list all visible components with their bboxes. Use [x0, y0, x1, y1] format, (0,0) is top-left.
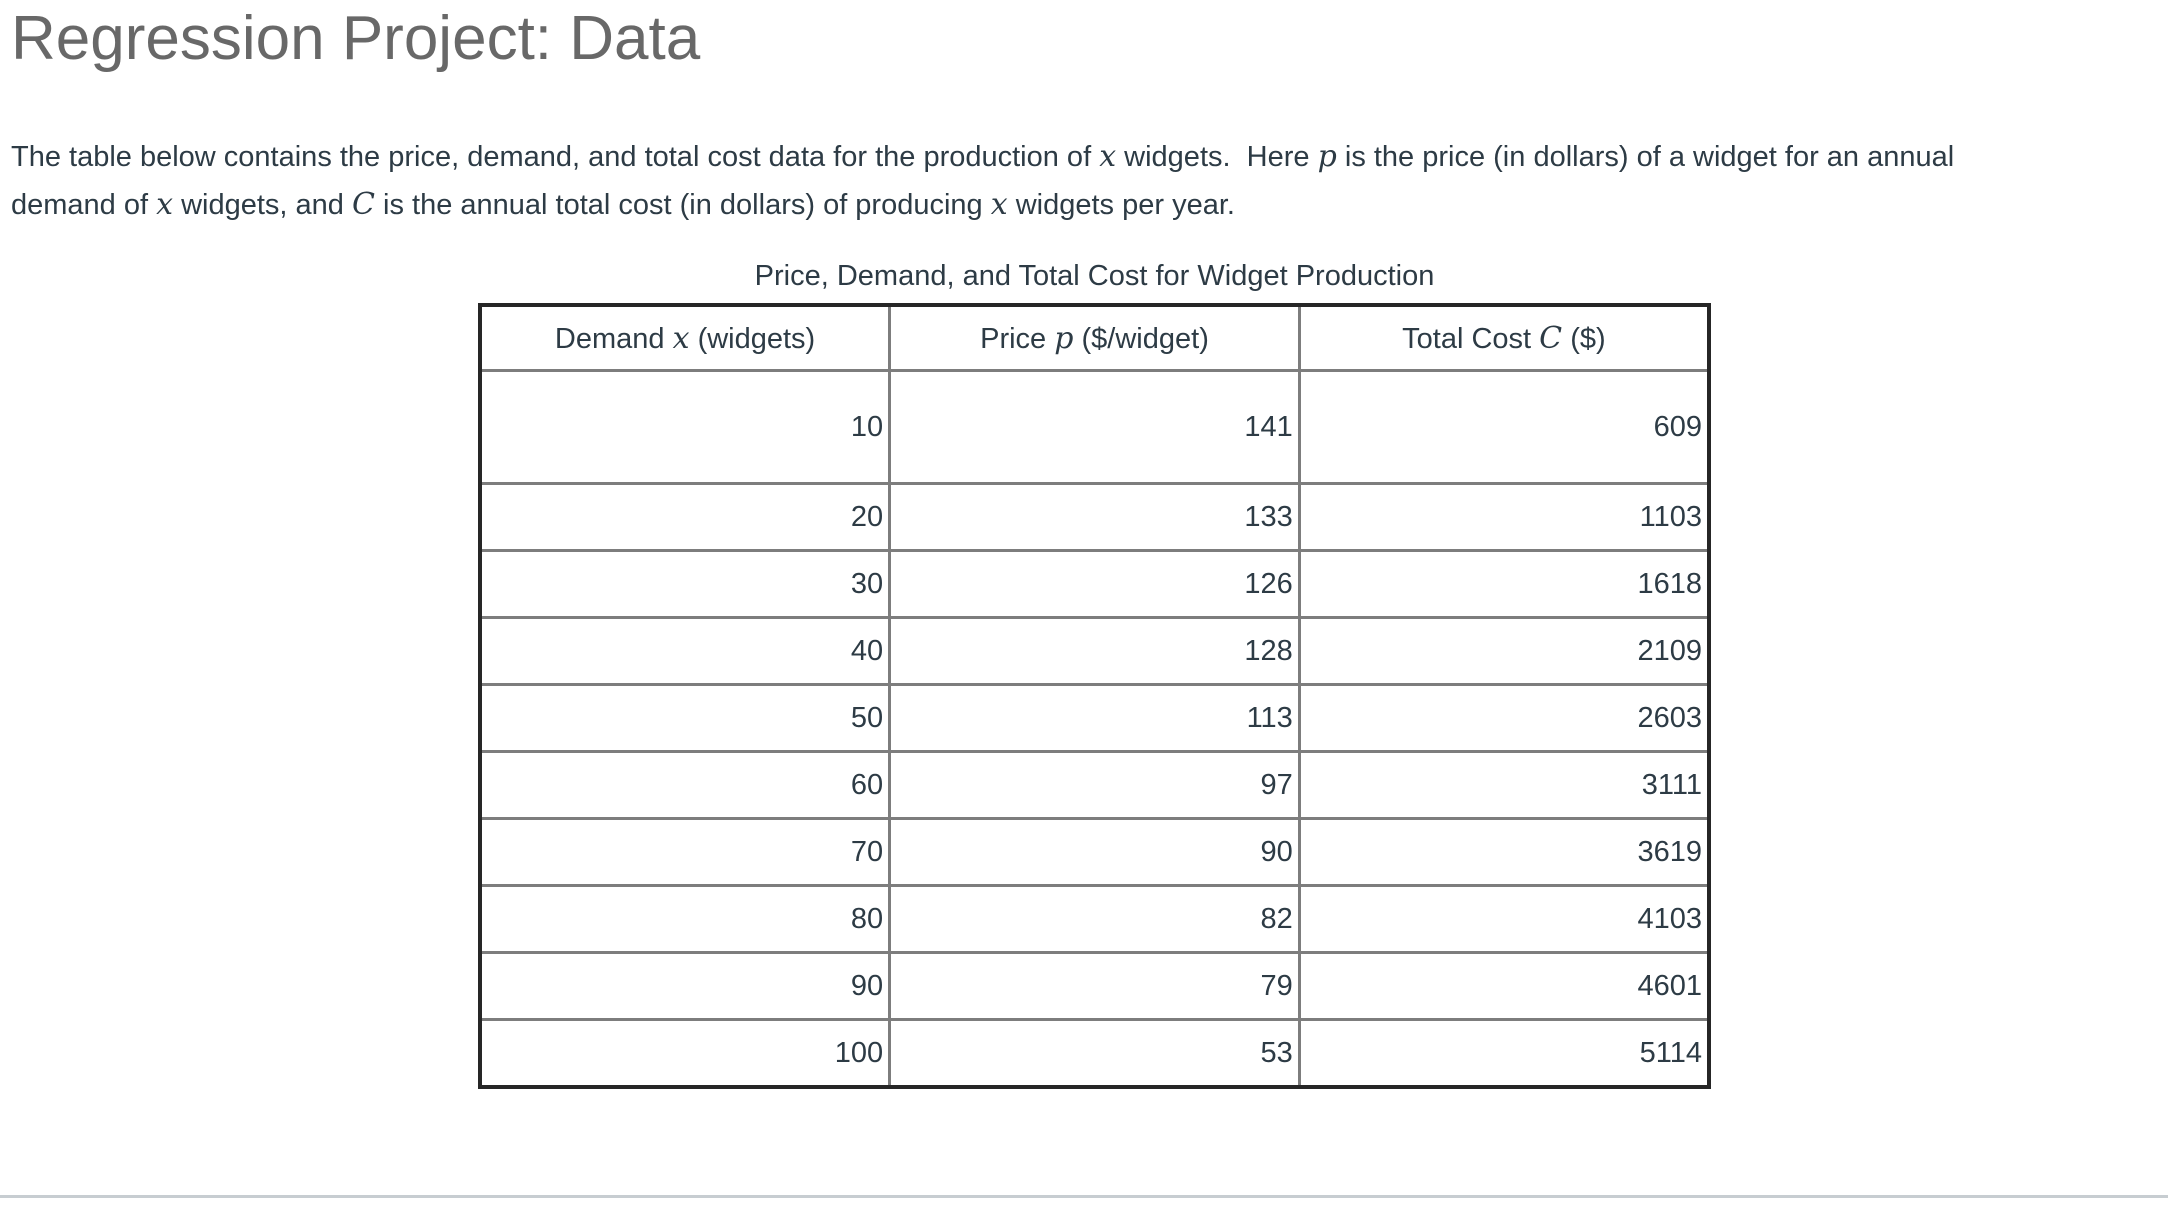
- table-row: 40 128 2109: [478, 616, 1711, 686]
- table-cell: 60: [478, 750, 892, 820]
- table-row: 90 79 4601: [478, 951, 1711, 1021]
- math-variable: p: [1054, 320, 1074, 356]
- intro-paragraph: The table below contains the price, dema…: [11, 133, 2161, 229]
- table-cell: 133: [888, 482, 1301, 552]
- table-header: Demand x (widgets) Price p ($/widget) Tota…: [478, 303, 1711, 372]
- data-table: Demand x (widgets) Price p ($/widget) Tota…: [478, 303, 1711, 1089]
- text-segment: is the annual total cost (in dollars) of…: [374, 189, 991, 221]
- table-body: 10 141 609 20 133 1103 30 126 1618 40 128 2109 50 113…: [478, 369, 1711, 1089]
- table-cell: 5114: [1297, 1018, 1711, 1089]
- table-cell: 1618: [1297, 549, 1711, 619]
- table-cell: 2603: [1297, 683, 1711, 753]
- text-segment: (widgets): [689, 322, 816, 355]
- table-cell: 40: [478, 616, 892, 686]
- table-row: 20 133 1103: [478, 482, 1711, 552]
- table-cell: 100: [478, 1018, 892, 1089]
- math-variable: x: [990, 187, 1008, 222]
- text-segment: Price: [980, 322, 1055, 355]
- table-cell: 141: [888, 369, 1301, 485]
- table-cell: 4103: [1297, 884, 1711, 954]
- table-cell: 70: [478, 817, 892, 887]
- text-segment: ($/widget): [1073, 322, 1209, 355]
- table-cell: 20: [478, 482, 892, 552]
- table-row: 10 141 609: [478, 369, 1711, 485]
- text-segment: demand of: [11, 189, 157, 221]
- table-row: 50 113 2603: [478, 683, 1711, 753]
- table-cell: 80: [478, 884, 892, 954]
- table-row: 30 126 1618: [478, 549, 1711, 619]
- text-segment: Total Cost: [1402, 322, 1540, 355]
- math-variable: x: [156, 187, 174, 222]
- table-cell: 79: [888, 951, 1301, 1021]
- text-segment: widgets. Here: [1116, 141, 1318, 173]
- table-cell: 10: [478, 369, 892, 485]
- table-row: 60 97 3111: [478, 750, 1711, 820]
- math-variable: C: [1539, 320, 1563, 356]
- column-header: Price p ($/widget): [888, 303, 1301, 372]
- table-cell: 3619: [1297, 817, 1711, 887]
- math-variable: C: [351, 187, 375, 222]
- text-segment: is the price (in dollars) of a widget fo…: [1336, 141, 1955, 173]
- table-cell: 90: [888, 817, 1301, 887]
- table-cell: 126: [888, 549, 1301, 619]
- table-cell: 90: [478, 951, 892, 1021]
- page-title: Regression Project: Data: [11, 4, 701, 73]
- text-segment: ($): [1562, 322, 1606, 355]
- table-cell: 1103: [1297, 482, 1711, 552]
- text-segment: Demand: [554, 322, 673, 355]
- math-variable: x: [672, 320, 690, 356]
- table-row: 100 53 5114: [478, 1018, 1711, 1089]
- table-cell: 97: [888, 750, 1301, 820]
- table-cell: 50: [478, 683, 892, 753]
- table-cell: 2109: [1297, 616, 1711, 686]
- text-segment: widgets, and: [173, 189, 352, 221]
- text-segment: widgets per year.: [1007, 189, 1235, 221]
- paragraph-line: The table below contains the price, dema…: [11, 133, 2161, 181]
- table-row: 80 82 4103: [478, 884, 1711, 954]
- table-cell: 53: [888, 1018, 1301, 1089]
- table-cell: 3111: [1297, 750, 1711, 820]
- table-header-row: Demand x (widgets) Price p ($/widget) Tota…: [478, 303, 1711, 372]
- math-variable: p: [1317, 139, 1337, 174]
- table-row: 70 90 3619: [478, 817, 1711, 887]
- table-cell: 4601: [1297, 951, 1711, 1021]
- text-segment: The table below contains the price, dema…: [11, 141, 1100, 173]
- column-header: Demand x (widgets): [478, 303, 892, 372]
- table-cell: 30: [478, 549, 892, 619]
- table-cell: 82: [888, 884, 1301, 954]
- table-cell: 113: [888, 683, 1301, 753]
- bottom-divider: [0, 1195, 2168, 1198]
- table-cell: 128: [888, 616, 1301, 686]
- paragraph-line: demand of x widgets, and C is the annual…: [11, 181, 2161, 229]
- table-cell: 609: [1297, 369, 1711, 485]
- column-header: Total Cost C ($): [1297, 303, 1711, 372]
- table-caption: Price, Demand, and Total Cost for Widget…: [754, 260, 1435, 292]
- math-variable: x: [1099, 139, 1117, 174]
